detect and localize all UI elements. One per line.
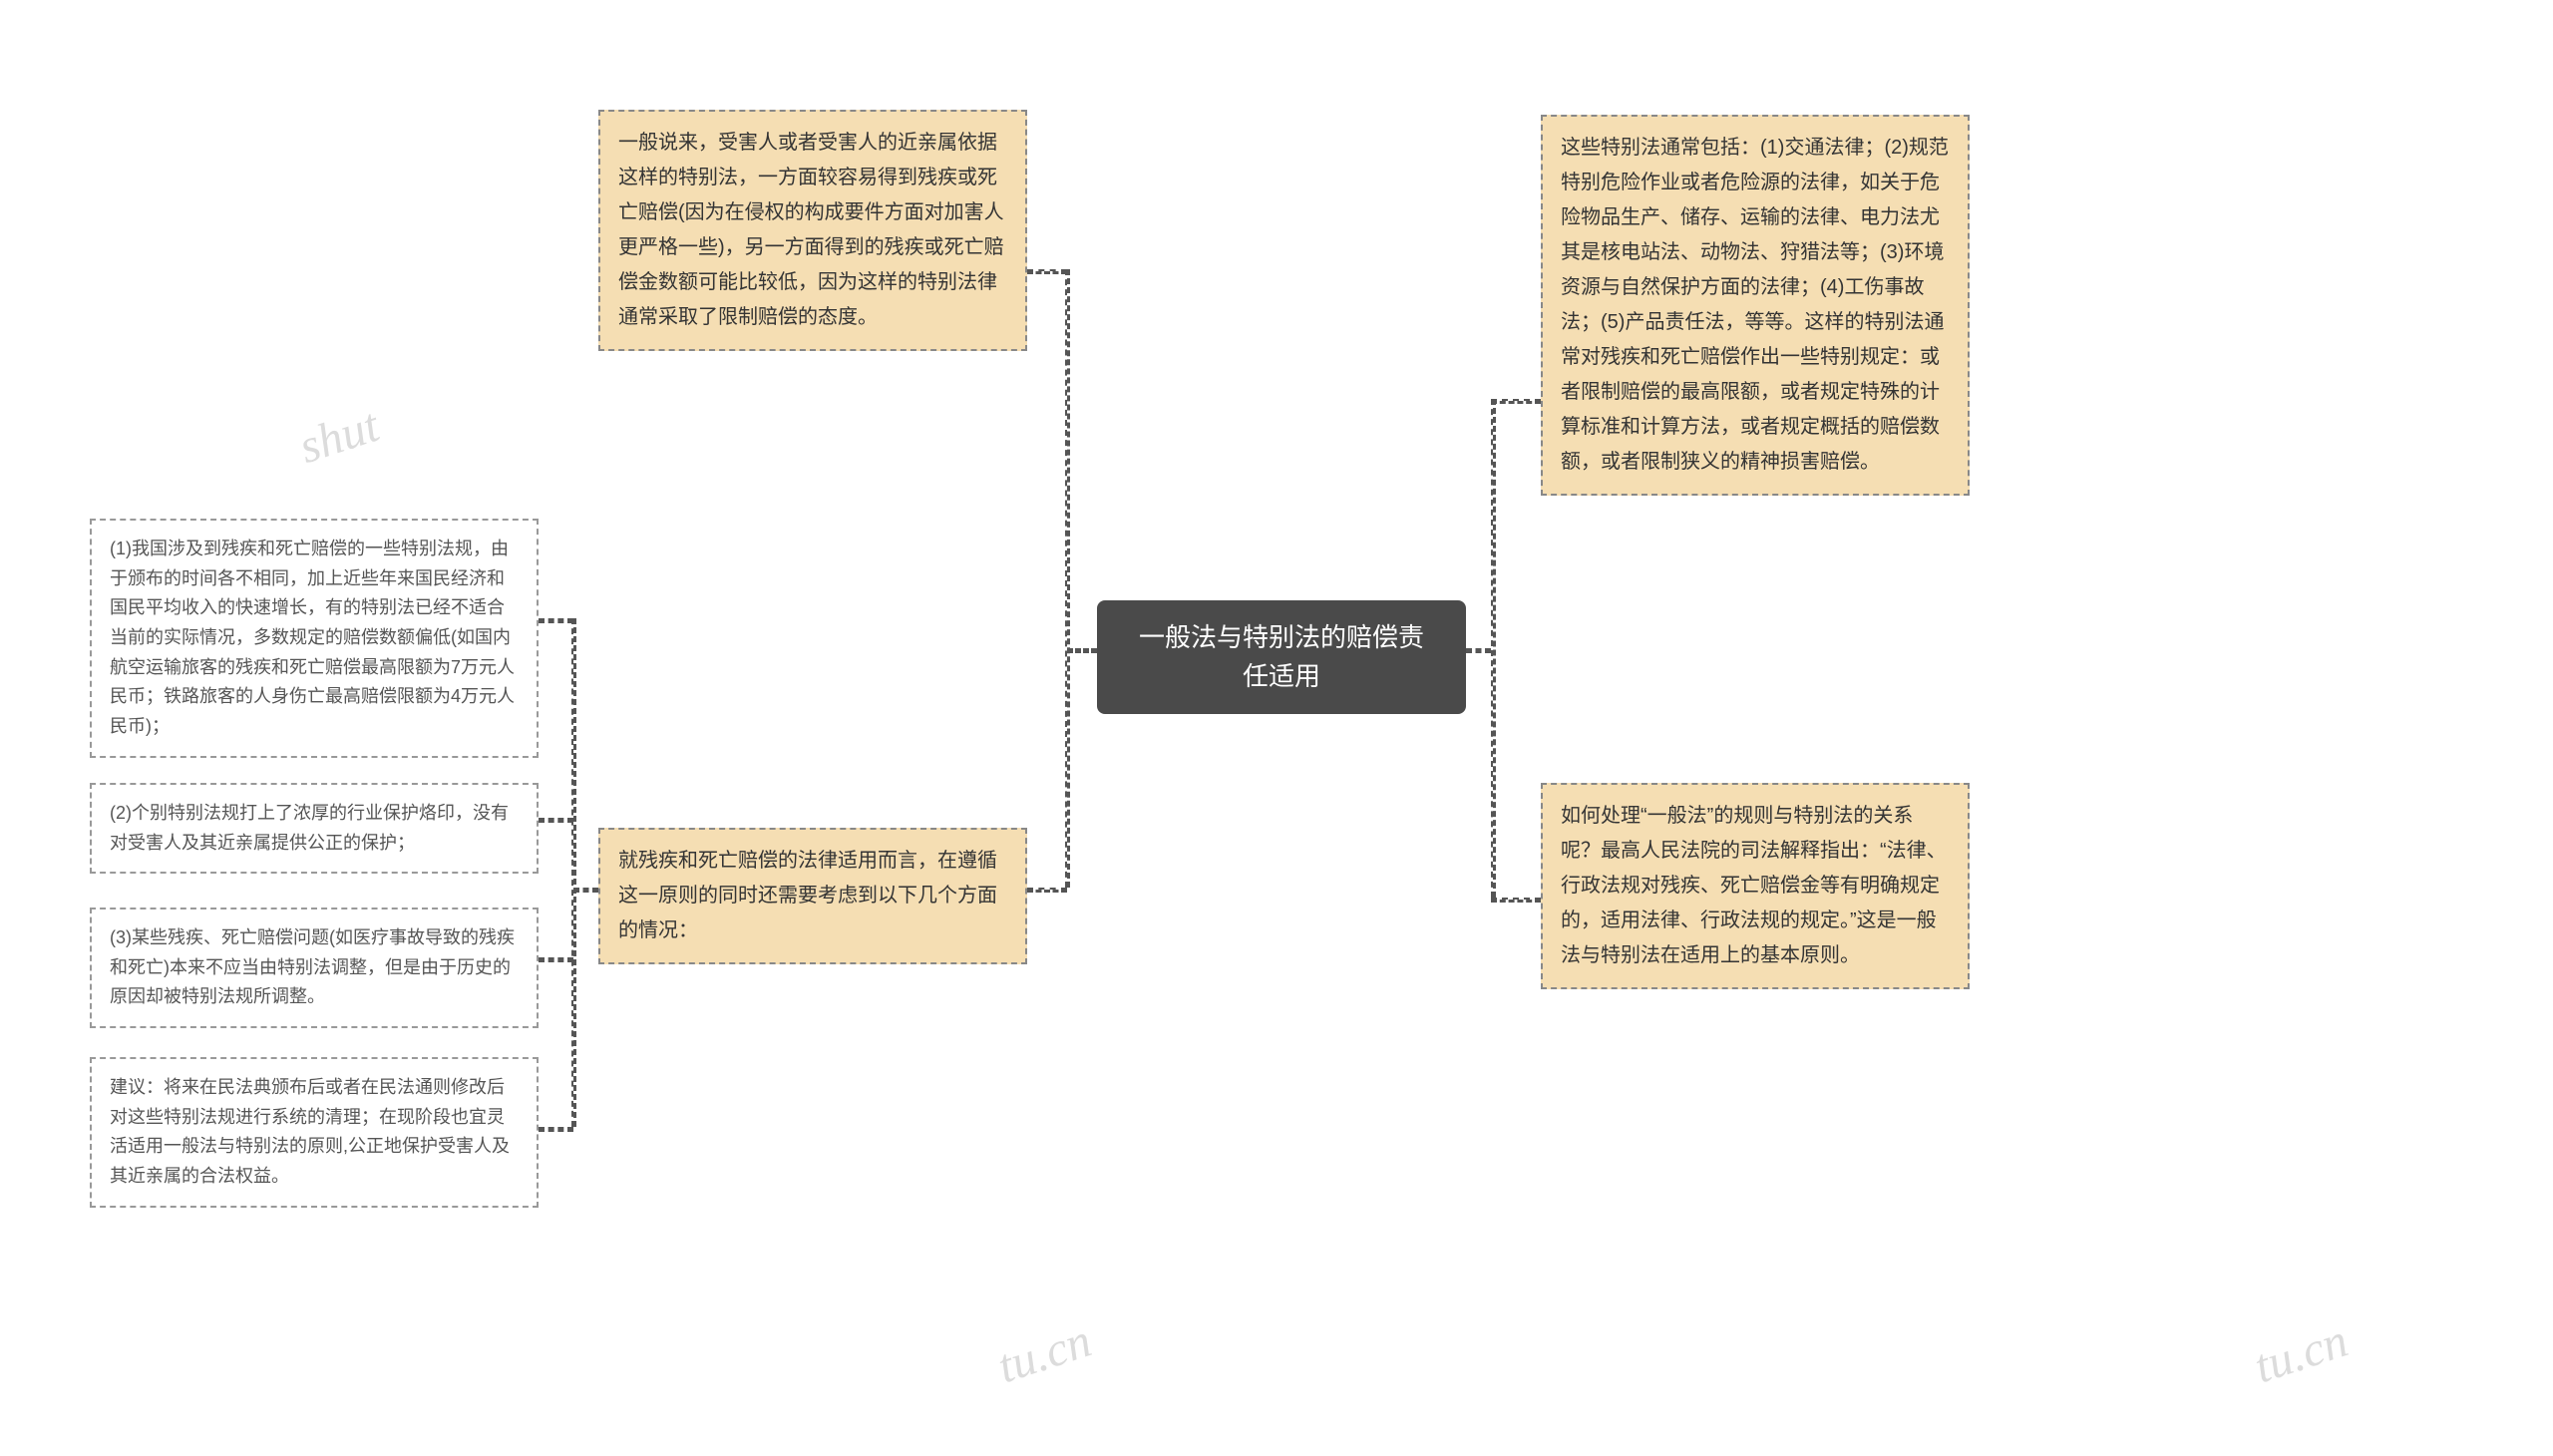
conn-lb-c4	[539, 1127, 573, 1132]
left-top-text: 一般说来，受害人或者受害人的近亲属依据这样的特别法，一方面较容易得到残疾或死亡赔…	[618, 132, 1004, 328]
node-left-child-1: (1)我国涉及到残疾和死亡赔偿的一些特别法规，由于颁布的时间各不相同，加上近些年…	[90, 519, 539, 758]
wm2-text: tu.cn	[991, 1314, 1097, 1394]
conn-right-bottom-h	[1491, 898, 1541, 903]
wm1-text: shut	[293, 399, 385, 474]
node-left-child-2: (2)个别特别法规打上了浓厚的行业保护烙印，没有对受害人及其近亲属提供公正的保护…	[90, 783, 539, 874]
left-c1-text: (1)我国涉及到残疾和死亡赔偿的一些特别法规，由于颁布的时间各不相同，加上近些年…	[110, 539, 515, 736]
watermark-3: tu.cn	[2248, 1313, 2355, 1395]
conn-root-left-stub	[1067, 648, 1097, 653]
conn-lb-stub	[573, 888, 598, 893]
conn-left-bottom-h	[1027, 888, 1067, 893]
right-top-text: 这些特别法通常包括：(1)交通法律；(2)规范特别危险作业或者危险源的法律，如关…	[1561, 137, 1949, 473]
conn-right-vertical	[1491, 399, 1496, 898]
node-left-child-4: 建议：将来在民法典颁布后或者在民法通则修改后对这些特别法规进行系统的清理；在现阶…	[90, 1057, 539, 1208]
conn-lb-c2	[539, 818, 573, 823]
right-bottom-text: 如何处理“一般法”的规则与特别法的关系呢？最高人民法院的司法解释指出：“法律、行…	[1561, 805, 1947, 966]
conn-left-vertical	[1065, 269, 1070, 888]
watermark-2: tu.cn	[991, 1313, 1098, 1395]
node-right-top: 这些特别法通常包括：(1)交通法律；(2)规范特别危险作业或者危险源的法律，如关…	[1541, 115, 1970, 496]
left-c4-text: 建议：将来在民法典颁布后或者在民法通则修改后对这些特别法规进行系统的清理；在现阶…	[110, 1077, 510, 1186]
node-left-bottom: 就残疾和死亡赔偿的法律适用而言，在遵循这一原则的同时还需要考虑到以下几个方面的情…	[598, 828, 1027, 964]
watermark-1: shut	[292, 398, 385, 475]
conn-left-top-h	[1027, 269, 1067, 274]
conn-lb-c1	[539, 618, 573, 623]
node-right-bottom: 如何处理“一般法”的规则与特别法的关系呢？最高人民法院的司法解释指出：“法律、行…	[1541, 783, 1970, 989]
node-left-child-3: (3)某些残疾、死亡赔偿问题(如医疗事故导致的残疾和死亡)本来不应当由特别法调整…	[90, 908, 539, 1028]
node-left-top: 一般说来，受害人或者受害人的近亲属依据这样的特别法，一方面较容易得到残疾或死亡赔…	[598, 110, 1027, 351]
conn-lb-c3	[539, 957, 573, 962]
wm3-text: tu.cn	[2248, 1314, 2354, 1394]
left-c2-text: (2)个别特别法规打上了浓厚的行业保护烙印，没有对受害人及其近亲属提供公正的保护…	[110, 803, 509, 853]
root-node: 一般法与特别法的赔偿责任适用	[1097, 600, 1466, 714]
root-title: 一般法与特别法的赔偿责任适用	[1139, 622, 1424, 691]
left-c3-text: (3)某些残疾、死亡赔偿问题(如医疗事故导致的残疾和死亡)本来不应当由特别法调整…	[110, 927, 515, 1006]
conn-root-right-stub	[1466, 648, 1491, 653]
conn-lb-vertical	[571, 618, 576, 1127]
conn-right-top-h	[1491, 399, 1541, 404]
left-bottom-text: 就残疾和死亡赔偿的法律适用而言，在遵循这一原则的同时还需要考虑到以下几个方面的情…	[618, 850, 997, 941]
